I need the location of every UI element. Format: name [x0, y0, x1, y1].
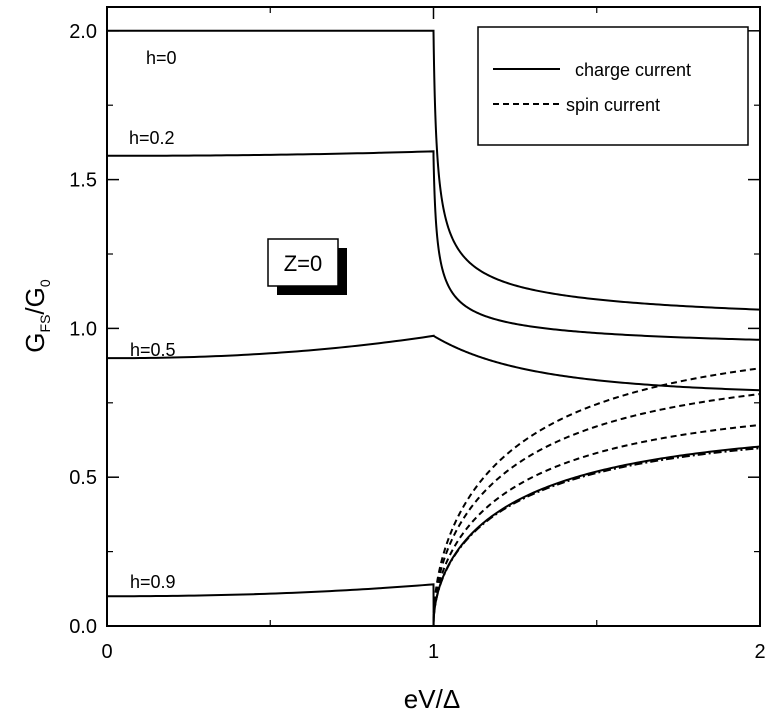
spin-curve-h02: [107, 367, 761, 627]
legend-box: [477, 26, 749, 146]
curve-label-h09: h=0.9: [130, 572, 176, 592]
x-tick-label: 1: [428, 641, 439, 663]
spin-curve-h09: [107, 423, 761, 627]
y-axis-title: GFS/G0: [20, 279, 53, 353]
z-box-label: Z=0: [284, 251, 323, 276]
spin-curve-h09: [107, 447, 761, 627]
charge-curve-h02: [107, 150, 761, 341]
legend-label-spin: spin current: [566, 95, 660, 115]
legend-label-charge: charge current: [575, 60, 691, 80]
charge-curve-h09: [107, 445, 761, 627]
spin-curve-h05: [107, 393, 761, 627]
curve-label-h0: h=0: [146, 48, 177, 68]
y-tick-label: 1.0: [69, 318, 97, 340]
legend: charge current spin current: [477, 26, 749, 146]
x-tick-label: 0: [101, 641, 112, 663]
x-tick-label: 2: [754, 641, 765, 663]
z-box-frame: [267, 238, 339, 287]
y-tick-label: 0.5: [69, 467, 97, 489]
charge-curve-h05: [107, 334, 761, 392]
y-tick-label: 2.0: [69, 21, 97, 43]
curve-label-h02: h=0.2: [129, 128, 175, 148]
y-tick-label: 0.0: [69, 616, 97, 638]
curves: [107, 29, 761, 627]
charge-curve-h0: [107, 29, 761, 311]
z-box: Z=0: [267, 238, 347, 295]
x-axis-title: eV/Δ: [404, 684, 460, 714]
curve-label-h05: h=0.5: [130, 340, 176, 360]
y-tick-label: 1.5: [69, 170, 97, 192]
